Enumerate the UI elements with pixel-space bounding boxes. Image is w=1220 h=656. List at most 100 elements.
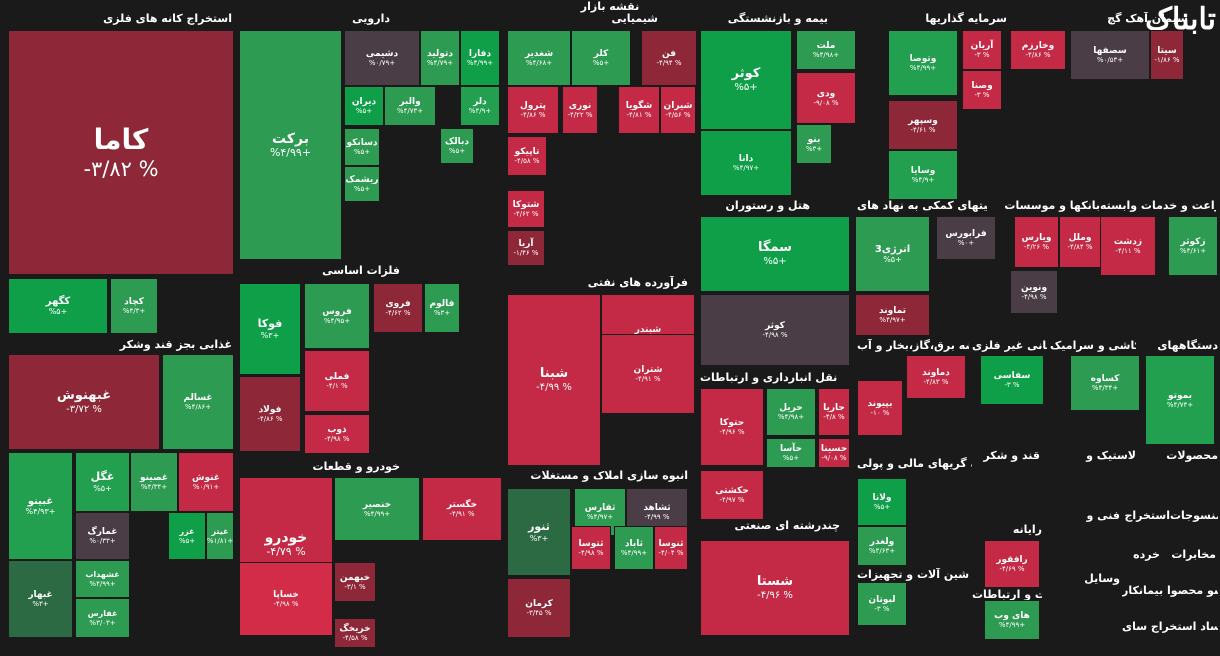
- stock-tile[interactable]: دانا %۴/۹۷+: [700, 130, 792, 196]
- stock-tile[interactable]: ویارس -۴/۲۶ %: [1014, 216, 1059, 268]
- stock-tile[interactable]: دلر %۴/۹+: [460, 86, 500, 126]
- stock-tile[interactable]: آریان -۳ %: [962, 30, 1002, 70]
- stock-tile[interactable]: بنو %۳+: [796, 124, 832, 164]
- stock-tile[interactable]: غگل %۵+: [75, 452, 130, 512]
- stock-tile[interactable]: دتولید %۴/۷۹+: [420, 30, 460, 86]
- stock-tile[interactable]: دبالک %۵+: [440, 128, 474, 164]
- stock-symbol: فرابورس: [945, 228, 987, 239]
- stock-tile[interactable]: خساپا -۴/۹۸ %: [239, 562, 333, 636]
- stock-tile[interactable]: غبهار %۳+: [8, 560, 73, 638]
- stock-tile[interactable]: غفارس %۳/۰۳+: [75, 598, 130, 638]
- stock-tile[interactable]: کوثر %۵+: [700, 30, 792, 130]
- stock-tile[interactable]: تاپیکو -۴/۵۸ %: [507, 136, 547, 176]
- stock-tile[interactable]: سمگا %۵+: [700, 216, 850, 292]
- stock-tile[interactable]: شیران -۴/۵۶ %: [660, 86, 696, 134]
- stock-symbol: فالوم: [429, 298, 455, 309]
- stock-tile[interactable]: فولاد -۴/۸۶ %: [239, 376, 301, 452]
- stock-tile[interactable]: فوکا %۳+: [239, 283, 301, 375]
- stock-tile[interactable]: سصفها %۰/۵۳+: [1070, 30, 1150, 80]
- stock-tile[interactable]: وتوصا %۴/۹۹+: [888, 30, 958, 96]
- stock-tile[interactable]: کاما -۳/۸۲ %: [8, 30, 234, 275]
- stock-tile[interactable]: فروس %۴/۹۵+: [304, 283, 370, 349]
- stock-tile[interactable]: ملت %۴/۹۸+: [796, 30, 856, 70]
- stock-tile[interactable]: ولانا %۵+: [857, 478, 907, 526]
- stock-tile[interactable]: حسینا -۹/۰۸ %: [818, 438, 850, 468]
- stock-tile[interactable]: لبوتان -۳ %: [857, 582, 907, 626]
- stock-tile[interactable]: خریخگ -۴/۵۸ %: [334, 618, 376, 648]
- stock-tile[interactable]: شبنا -۴/۹۹ %: [507, 294, 601, 466]
- stock-tile[interactable]: انرژی3 %۵+: [855, 216, 930, 292]
- stock-tile[interactable]: زدشت -۴/۱۱ %: [1100, 216, 1156, 276]
- stock-tile[interactable]: فرابورس %۰+: [936, 216, 996, 260]
- stock-tile[interactable]: ودی -۹/۰۸ %: [796, 72, 856, 124]
- stock-tile[interactable]: بپیوند -۱۰ %: [857, 380, 903, 436]
- stock-tile[interactable]: خگستر -۴/۹۱ %: [422, 477, 502, 541]
- stock-tile[interactable]: خنصیر %۴/۹۹+: [334, 477, 420, 541]
- stock-tile[interactable]: غمارگ %۰/۳۳+: [75, 512, 130, 560]
- stock-tile[interactable]: پترول -۴/۸۶ %: [507, 86, 559, 134]
- stock-tile[interactable]: ذوب -۴/۹۸ %: [304, 414, 370, 454]
- stock-change: %۴/۹۹+: [998, 621, 1026, 630]
- stock-tile[interactable]: فن -۴/۹۴ %: [641, 30, 697, 86]
- stock-tile[interactable]: حاریا -۴/۸ %: [818, 388, 850, 436]
- stock-tile[interactable]: دفارا %۴/۹۹+: [460, 30, 500, 86]
- stock-tile[interactable]: فروی -۴/۶۲ %: [373, 283, 423, 333]
- stock-tile[interactable]: کلر %۵+: [571, 30, 631, 86]
- stock-tile[interactable]: ثنور %۳+: [507, 488, 571, 576]
- stock-tile[interactable]: وسایا %۴/۹+: [888, 150, 958, 200]
- stock-tile[interactable]: دیران %۵+: [344, 86, 384, 126]
- stock-tile[interactable]: های وب %۴/۹۹+: [984, 600, 1040, 640]
- stock-tile[interactable]: فالوم %۳+: [424, 283, 460, 333]
- stock-tile[interactable]: تماوند %۴/۹۷+: [855, 294, 930, 336]
- stock-tile[interactable]: غبینو %۴/۹۳+: [8, 452, 73, 560]
- stock-tile[interactable]: ثتوسا -۴/۹۸ %: [571, 526, 611, 570]
- stock-tile[interactable]: شستا -۴/۹۶ %: [700, 540, 850, 636]
- stock-tile[interactable]: ونوین -۴/۹۸ %: [1010, 270, 1058, 314]
- stock-tile[interactable]: کوثر -۴/۹۸ %: [700, 294, 850, 366]
- stock-tile[interactable]: وملل -۴/۸۴ %: [1059, 216, 1101, 268]
- stock-tile[interactable]: دشیمی %۰/۷۹+: [344, 30, 420, 86]
- stock-tile[interactable]: وصنا -۳ %: [962, 70, 1002, 110]
- stock-tile[interactable]: بموتو %۴/۷۴+: [1145, 355, 1215, 445]
- stock-tile[interactable]: ثاباد %۴/۹۹+: [614, 526, 654, 570]
- stock-symbol: کوثر: [765, 320, 785, 331]
- stock-tile[interactable]: ریشمک %۵+: [344, 166, 380, 202]
- stock-tile[interactable]: حتوکا -۴/۹۶ %: [700, 388, 764, 466]
- stock-tile[interactable]: برکت %۴/۹۹+: [239, 30, 342, 260]
- stock-tile[interactable]: خبهمن -۳/۱ %: [334, 562, 376, 602]
- stock-symbol: غشهداب: [85, 570, 120, 580]
- stock-tile[interactable]: غسالم %۴/۸۶+: [162, 354, 234, 450]
- stock-tile[interactable]: غبهنوش -۳/۷۲ %: [8, 354, 160, 450]
- stock-tile[interactable]: سفاسی -۳ %: [980, 355, 1044, 405]
- stock-tile[interactable]: حآسا %۵+: [766, 438, 816, 468]
- stock-tile[interactable]: زکوثر %۴/۶۱+: [1168, 216, 1218, 276]
- stock-tile[interactable]: حکشتی -۴/۹۷ %: [700, 470, 764, 520]
- stock-tile[interactable]: شتران -۴/۹۱ %: [601, 334, 695, 414]
- stock-tile[interactable]: وسپهر -۴/۶۱ %: [888, 100, 958, 150]
- stock-tile[interactable]: شتوکا -۴/۶۲ %: [507, 190, 545, 228]
- stock-tile[interactable]: شگویا -۴/۸۱ %: [618, 86, 660, 134]
- stock-tile[interactable]: نوری -۴/۲۲ %: [562, 86, 598, 134]
- stock-tile[interactable]: فملی -۴/۱ %: [304, 350, 370, 412]
- stock-tile[interactable]: غشهداب %۴/۹۹+: [75, 560, 130, 598]
- stock-tile[interactable]: آریا -۱/۴۶ %: [507, 230, 545, 266]
- stock-tile[interactable]: والبر %۴/۷۳+: [384, 86, 436, 126]
- stock-tile[interactable]: دسانکو %۵+: [344, 128, 380, 166]
- stock-tile[interactable]: غصینو %۴/۳۴+: [130, 452, 178, 512]
- stock-tile[interactable]: ثنوسا -۴/۰۴ %: [654, 526, 688, 570]
- stock-tile[interactable]: غنوش %۰/۹۱+: [178, 452, 234, 512]
- stock-tile[interactable]: سیتا -۱/۸۶ %: [1150, 30, 1184, 80]
- stock-tile[interactable]: غیتر %۱/۸۱+: [206, 512, 234, 560]
- stock-tile[interactable]: کساوه %۴/۳۴+: [1070, 355, 1140, 411]
- stock-tile[interactable]: حریل %۴/۹۸+: [766, 388, 816, 436]
- stock-tile[interactable]: ولغدر %۴/۶۳+: [857, 526, 907, 566]
- stock-tile[interactable]: غزر %۵+: [168, 512, 206, 560]
- stock-tile[interactable]: کچاد %۴/۳+: [110, 278, 158, 334]
- stock-tile[interactable]: شغدیر %۴/۶۸+: [507, 30, 571, 86]
- stock-tile[interactable]: کرمان -۳/۴۵ %: [507, 578, 571, 638]
- stock-tile[interactable]: رافقور -۴/۶۹ %: [984, 540, 1040, 588]
- stock-symbol: زکوثر: [1180, 236, 1206, 247]
- stock-tile[interactable]: کگهر %۵+: [8, 278, 108, 334]
- stock-tile[interactable]: دماوند -۴/۸۳ %: [906, 355, 966, 399]
- stock-tile[interactable]: وخارزم -۴/۸۶ %: [1010, 30, 1066, 70]
